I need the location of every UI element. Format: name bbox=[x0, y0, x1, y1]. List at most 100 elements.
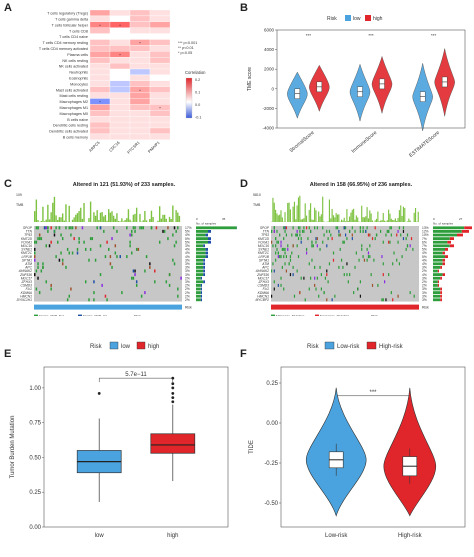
mutation-cell bbox=[314, 283, 316, 287]
sample-count-bar bbox=[203, 269, 205, 273]
gene-label: AHNAK2 bbox=[255, 269, 269, 273]
legend-label: Frame_Shift_Del bbox=[39, 315, 64, 316]
mutation-cell bbox=[126, 226, 128, 230]
heatmap-cell bbox=[89, 57, 111, 64]
mutation-cell bbox=[323, 291, 325, 295]
mutation-cell bbox=[61, 237, 64, 241]
mutation-cell bbox=[121, 291, 123, 295]
heatmap-row-label: Dendritic cells activated bbox=[49, 130, 88, 134]
mutation-cell bbox=[131, 233, 133, 237]
tmb-bar bbox=[400, 205, 402, 222]
tmb-bar bbox=[398, 210, 400, 222]
gene-label: MUC17 bbox=[258, 276, 269, 280]
sample-count-bar bbox=[205, 255, 208, 258]
mutation-cell bbox=[409, 291, 411, 295]
legend-tick: -0.1 bbox=[195, 116, 202, 120]
gene-pct: 5% bbox=[422, 248, 427, 252]
heatmap-cell bbox=[109, 121, 131, 129]
mutation-cell bbox=[305, 247, 308, 251]
gene-label: ATM bbox=[24, 262, 32, 266]
tmb-bar bbox=[323, 221, 325, 222]
mutation-cell bbox=[343, 240, 345, 244]
mutation-cell bbox=[66, 298, 69, 302]
mutation-cell bbox=[311, 240, 313, 244]
heatmap-cell bbox=[89, 68, 111, 76]
mutation-cell bbox=[68, 226, 71, 230]
y-tick-label: 6000 bbox=[264, 28, 275, 33]
sample-count-bar bbox=[208, 237, 211, 240]
risk-bar bbox=[34, 304, 182, 310]
sample-count-bar bbox=[205, 248, 208, 251]
gene-label: LRP1B bbox=[22, 255, 33, 259]
heatmap-cell bbox=[109, 116, 131, 123]
sample-count-bar bbox=[440, 291, 442, 294]
mutation-cell bbox=[68, 294, 71, 298]
mutation-cell bbox=[349, 229, 351, 233]
gene-pct: 2% bbox=[185, 298, 190, 302]
mutation-cell bbox=[386, 229, 388, 233]
mutation-cell bbox=[55, 255, 57, 259]
mutation-cell bbox=[283, 287, 285, 291]
tmb-bar bbox=[114, 218, 116, 222]
mutation-cell bbox=[35, 287, 38, 291]
tmb-bar bbox=[393, 220, 395, 222]
mutation-cell bbox=[129, 233, 131, 237]
tmb-bar bbox=[394, 218, 396, 222]
mutation-cell bbox=[303, 276, 305, 280]
tmb-bar bbox=[388, 209, 390, 222]
tmb-bar bbox=[127, 209, 130, 222]
mutation-cell bbox=[289, 258, 292, 262]
heatmap-cell bbox=[89, 45, 111, 52]
mutation-cell bbox=[308, 287, 310, 291]
mutation-cell bbox=[108, 247, 110, 251]
tmb-bar bbox=[55, 215, 57, 222]
tmb-bar bbox=[73, 217, 75, 222]
sample-count-bar bbox=[196, 280, 204, 284]
heatmap-cell bbox=[89, 51, 111, 58]
tmb-label: TMB bbox=[16, 203, 24, 207]
mutation-cell bbox=[99, 226, 102, 230]
tmb-bar bbox=[129, 219, 131, 222]
mutation-cell bbox=[131, 229, 133, 233]
legend-title: Risk bbox=[307, 344, 320, 350]
mutation-cell bbox=[297, 255, 300, 259]
mutation-cell bbox=[315, 287, 317, 291]
tmb-bar bbox=[402, 206, 404, 222]
gene-pct: 6% bbox=[422, 240, 427, 244]
legend-swatch-low bbox=[345, 15, 351, 21]
mutation-cell bbox=[175, 229, 177, 233]
mutation-cell bbox=[412, 247, 414, 251]
mutation-cell bbox=[40, 237, 43, 241]
y-tick-label: 0.00 bbox=[29, 525, 41, 531]
sample-count-bar bbox=[442, 262, 445, 266]
tmb-bar bbox=[163, 214, 166, 222]
tmb-bar bbox=[289, 209, 291, 222]
mutation-cell bbox=[390, 291, 392, 295]
tmb-bar bbox=[417, 211, 419, 222]
heatmap-cell bbox=[109, 15, 131, 22]
mutation-cell bbox=[314, 276, 316, 280]
tmb-bar bbox=[112, 215, 115, 222]
tmb-bar bbox=[292, 206, 294, 222]
heatmap-cell bbox=[149, 45, 171, 52]
gene-label: TP53 bbox=[24, 233, 32, 237]
sample-count-bar bbox=[433, 284, 438, 287]
mutation-cell bbox=[60, 233, 62, 237]
sample-count-bar bbox=[440, 266, 442, 269]
tmb-bar bbox=[71, 219, 74, 222]
tmb-bar bbox=[101, 212, 103, 222]
mutation-cell bbox=[162, 229, 164, 233]
right-axis-title: No. of samples bbox=[433, 222, 454, 226]
tmb-bar bbox=[81, 218, 84, 222]
y-axis-title: TME score bbox=[247, 67, 253, 91]
x-tick-label: High-risk bbox=[398, 533, 423, 539]
mutation-cell bbox=[167, 237, 169, 241]
mutation-cell bbox=[400, 233, 402, 237]
sample-count-bar bbox=[464, 226, 472, 230]
mutation-cell bbox=[38, 233, 41, 237]
y-tick-label: 0.25 bbox=[266, 381, 278, 387]
mutation-cell bbox=[277, 251, 279, 255]
mutation-cell bbox=[61, 258, 64, 262]
mutation-cell bbox=[296, 229, 298, 233]
mutation-cell bbox=[140, 294, 143, 298]
